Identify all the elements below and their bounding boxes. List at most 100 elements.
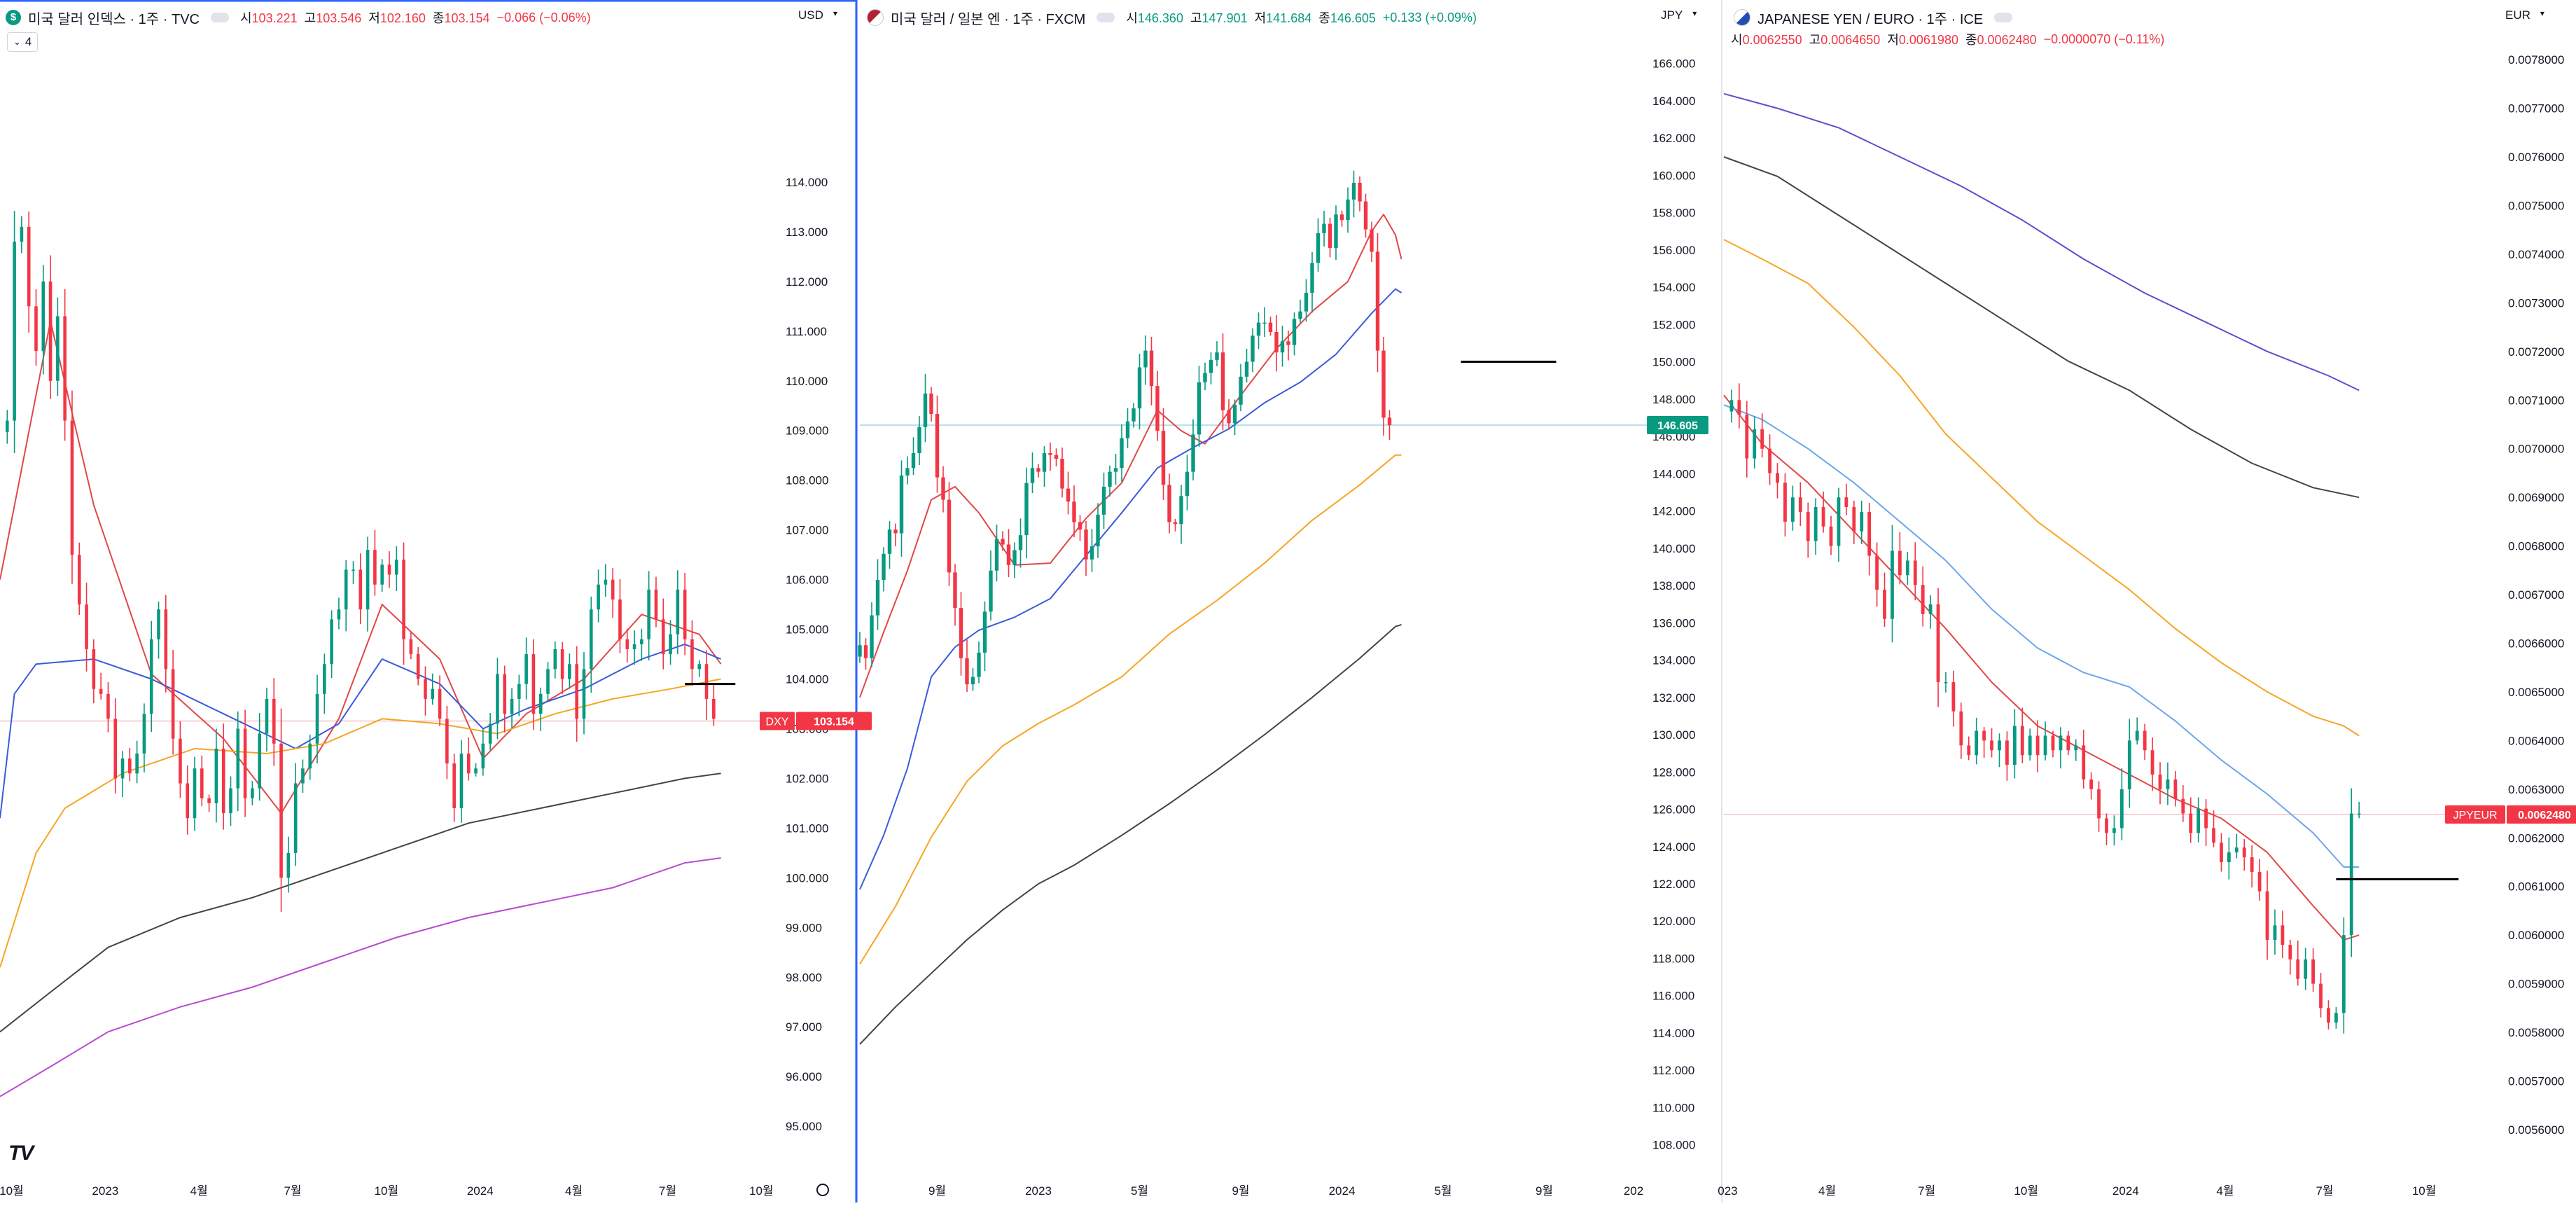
chart-panel-1[interactable]: 95.000 96.000 97.000 98.000 99.000 100.000 101… bbox=[0, 176, 872, 1198]
candle-body bbox=[1286, 341, 1290, 345]
y-tick-label: 120.000 bbox=[1652, 915, 1695, 928]
candle-body bbox=[712, 698, 716, 719]
chart-panel-2[interactable]: 108.000 110.000 112.000 114.000 116.000 118.0… bbox=[858, 57, 1708, 1198]
indicators-toggle[interactable]: ⌄ 4 bbox=[7, 32, 39, 52]
candle-body bbox=[2319, 983, 2323, 1009]
candle-body bbox=[1220, 352, 1225, 410]
y-tick-label: 132.000 bbox=[1652, 691, 1695, 705]
y-tick-label: 95.000 bbox=[786, 1120, 822, 1133]
y-tick-label: 114.000 bbox=[1652, 1027, 1694, 1040]
candle-body bbox=[2327, 1008, 2330, 1023]
candle-body bbox=[1262, 322, 1267, 324]
candle-body bbox=[661, 619, 665, 655]
candle-body bbox=[2005, 740, 2009, 765]
panel-2-header: 미국 달러 / 일본 엔 · 1주 · FXCM 시146.360 고147.9… bbox=[867, 7, 1477, 28]
x-tick-label: 5월 bbox=[1434, 1184, 1451, 1198]
symbol-title[interactable]: 미국 달러 인덱스 · 1주 · TVC bbox=[28, 11, 200, 27]
currency-selector[interactable]: JPY ▾ bbox=[1661, 8, 1697, 22]
moving-average-line bbox=[859, 288, 1402, 890]
eye-toggle-icon[interactable] bbox=[210, 13, 229, 22]
candle-body bbox=[1274, 331, 1279, 353]
candle-body bbox=[982, 611, 987, 653]
candle-body bbox=[1768, 448, 1771, 473]
moving-average-line bbox=[0, 678, 721, 968]
candle-body bbox=[2173, 779, 2178, 799]
candle-body bbox=[2135, 730, 2139, 741]
y-tick-label: 98.000 bbox=[786, 971, 822, 984]
candle-body bbox=[1078, 522, 1082, 530]
candle-body bbox=[293, 783, 298, 853]
tradingview-logo[interactable]: TV bbox=[8, 1142, 34, 1165]
chart-panel-3[interactable]: 0.0056000 0.0057000 0.0058000 0.0059000 0.00… bbox=[1718, 53, 2576, 1198]
candle-body bbox=[1310, 263, 1314, 293]
y-tick-label: 102.000 bbox=[786, 772, 828, 785]
candle-body bbox=[905, 468, 910, 476]
candle-body bbox=[953, 572, 957, 608]
candle-body bbox=[445, 719, 449, 764]
ohlc-close: 종0.0062480 bbox=[1965, 33, 2037, 47]
candle-body bbox=[2250, 857, 2254, 872]
y-tick-label: 128.000 bbox=[1652, 765, 1695, 779]
candle-body bbox=[34, 306, 38, 352]
candle-body bbox=[1036, 468, 1040, 472]
y-tick-label: 118.000 bbox=[1652, 952, 1694, 965]
last-price-badge: JPYEUR 0.0062480 bbox=[2445, 805, 2576, 824]
eye-toggle-icon[interactable] bbox=[1096, 13, 1115, 22]
eye-toggle-icon[interactable] bbox=[1994, 13, 2013, 22]
candle-body bbox=[2074, 745, 2078, 751]
candle-body bbox=[221, 748, 225, 814]
candle-body bbox=[387, 564, 391, 575]
candle-body bbox=[1944, 682, 1948, 684]
y-tick-label: 0.0062000 bbox=[2508, 831, 2564, 845]
moving-average-line bbox=[1723, 239, 2360, 737]
candle-body bbox=[1268, 322, 1273, 332]
symbol-title[interactable]: JAPANESE YEN / EURO · 1주 · ICE bbox=[1757, 11, 1984, 27]
candle-body bbox=[2227, 852, 2231, 863]
candle-body bbox=[2020, 726, 2024, 756]
candle-body bbox=[947, 499, 952, 573]
candle-body bbox=[1304, 293, 1309, 312]
x-tick-label: 10월 bbox=[375, 1184, 399, 1198]
candle-body bbox=[546, 669, 550, 694]
candle-body bbox=[2196, 808, 2201, 833]
candle-body bbox=[77, 555, 81, 605]
y-tick-label: 166.000 bbox=[1652, 57, 1695, 71]
candle-body bbox=[2119, 789, 2124, 829]
settings-gear-icon[interactable] bbox=[816, 1184, 829, 1196]
symbol-title[interactable]: 미국 달러 / 일본 엔 · 1주 · FXCM bbox=[891, 11, 1086, 27]
y-tick-label: 108.000 bbox=[1652, 1139, 1695, 1152]
currency-selector[interactable]: USD ▾ bbox=[798, 8, 837, 22]
y-tick-label: 0.0056000 bbox=[2508, 1123, 2564, 1137]
candle-body bbox=[704, 664, 709, 699]
candle-body bbox=[654, 589, 658, 620]
candle-body bbox=[1837, 497, 1841, 546]
candle-body bbox=[1790, 497, 1795, 522]
y-tick-label: 0.0058000 bbox=[2508, 1026, 2564, 1039]
y-tick-label: 136.000 bbox=[1652, 616, 1695, 630]
ohlc-low: 저102.160 bbox=[368, 11, 426, 25]
candle-body bbox=[2082, 745, 2086, 779]
x-tick-label: 2024 bbox=[2112, 1184, 2139, 1198]
x-tick-label: 4월 bbox=[2216, 1184, 2234, 1198]
candle-body bbox=[27, 226, 31, 307]
candle-body bbox=[286, 852, 291, 878]
candle-body bbox=[1060, 458, 1064, 489]
candle-body bbox=[503, 674, 507, 714]
currency-selector[interactable]: EUR ▾ bbox=[2505, 8, 2544, 22]
candle-body bbox=[438, 688, 442, 719]
candle-body bbox=[1125, 421, 1130, 438]
candle-body bbox=[1244, 361, 1249, 377]
candle-body bbox=[2334, 1013, 2338, 1023]
y-tick-label: 0.0061000 bbox=[2508, 880, 2564, 894]
candle-body bbox=[265, 698, 269, 734]
ohlc-high: 고147.901 bbox=[1190, 11, 1248, 25]
candle-body bbox=[1042, 453, 1047, 472]
candle-body bbox=[611, 579, 615, 599]
candle-body bbox=[1018, 535, 1023, 550]
y-tick-label: 116.000 bbox=[1652, 990, 1694, 1003]
candle-body bbox=[323, 664, 326, 694]
y-tick-label: 104.000 bbox=[786, 673, 828, 686]
ohlc-change: −0.0000070 (−0.11%) bbox=[2043, 32, 2165, 46]
candle-body bbox=[2349, 813, 2353, 936]
candle-body bbox=[911, 453, 916, 469]
